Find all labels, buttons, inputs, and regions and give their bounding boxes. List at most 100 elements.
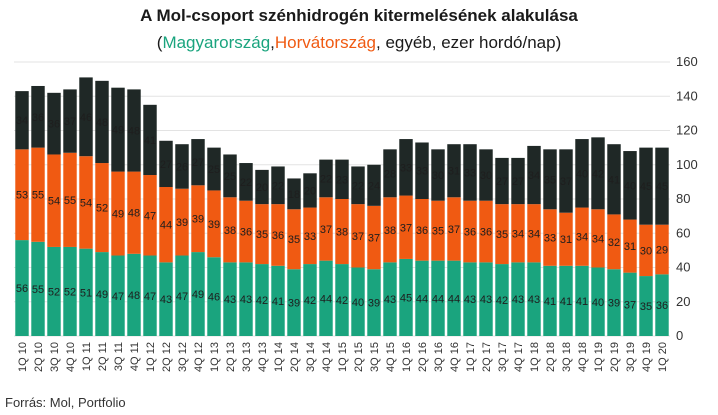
bar-segment-croatia [143, 175, 157, 256]
bar-segment-other [271, 166, 285, 205]
bar-segment-hungary [79, 248, 93, 336]
data-label-hungary: 52 [64, 286, 76, 298]
data-label-other: 20 [256, 182, 268, 194]
x-tick-label: 3Q 16 [433, 342, 445, 372]
bar-segment-hungary [447, 260, 461, 336]
chart-subtitle: (Magyarország,Horvátország, egyéb, ezer … [0, 33, 718, 53]
bar-segment-hungary [431, 260, 445, 336]
data-label-hungary: 43 [512, 294, 524, 306]
data-label-other: 37 [64, 116, 76, 128]
bar-segment-hungary [575, 265, 589, 336]
bar-segment-hungary [319, 260, 333, 336]
bar-segment-croatia [111, 171, 125, 256]
data-label-hungary: 36 [656, 300, 668, 312]
x-tick-label: 4Q 17 [513, 342, 525, 372]
data-label-other: 45 [656, 181, 668, 193]
bar-segment-croatia [47, 154, 61, 247]
data-label-other: 24 [368, 180, 380, 192]
x-tick-label: 1Q 10 [17, 342, 29, 372]
legend-croatia: Horvátország [274, 33, 376, 52]
x-tick-label: 1Q 19 [593, 342, 605, 372]
x-tick-label: 4Q 18 [577, 342, 589, 372]
data-label-hungary: 41 [576, 296, 588, 308]
bar-segment-hungary [399, 258, 413, 336]
bar-segment-other [47, 92, 61, 155]
x-axis: 1Q 10 2Q 10 3Q 10 4Q 10 1Q 11 2Q 11 3Q 11 4Q 11… [17, 342, 669, 372]
bar-segment-hungary [63, 246, 77, 336]
bar-segment-hungary [95, 252, 109, 336]
bar-segment-hungary [239, 262, 253, 336]
bar-segment-hungary [127, 253, 141, 336]
y-tick-label: 80 [676, 191, 690, 206]
bar-segment-hungary [207, 257, 221, 336]
data-label-croatia: 54 [48, 196, 60, 208]
bar-segment-hungary [655, 274, 669, 336]
y-tick-label: 140 [676, 88, 698, 103]
data-label-other: 28 [384, 168, 396, 180]
data-label-other: 27 [496, 176, 508, 188]
bar-segment-other [175, 144, 189, 189]
data-label-croatia: 29 [656, 245, 668, 257]
bar-segment-hungary [351, 267, 365, 336]
data-label-hungary: 35 [640, 301, 652, 313]
bar-segment-other [399, 139, 413, 196]
data-label-croatia: 39 [176, 217, 188, 229]
data-label-hungary: 42 [336, 295, 348, 307]
data-label-croatia: 52 [96, 203, 108, 215]
y-tick-label: 40 [676, 260, 690, 275]
data-label-croatia: 36 [240, 227, 252, 239]
x-tick-label: 2Q 15 [353, 342, 365, 372]
bar-segment-croatia [399, 195, 413, 259]
data-label-hungary: 40 [592, 297, 604, 309]
legend-hungary: Magyarország [162, 33, 271, 52]
x-tick-label: 4Q 11 [129, 342, 141, 371]
bar-segment-other [575, 139, 589, 208]
data-label-other: 30 [480, 170, 492, 182]
bar-segment-croatia [79, 156, 93, 249]
data-label-hungary: 45 [400, 292, 412, 304]
data-label-croatia: 54 [80, 197, 92, 209]
bar-segment-other [655, 147, 669, 225]
bar-segment-other [431, 149, 445, 201]
bar-segment-croatia [511, 204, 525, 263]
x-tick-label: 2Q 16 [417, 342, 429, 372]
x-tick-label: 2Q 10 [33, 342, 45, 372]
bar-segment-hungary [191, 252, 205, 336]
data-label-croatia: 37 [368, 233, 380, 245]
data-label-hungary: 44 [416, 293, 428, 305]
data-label-hungary: 44 [320, 293, 332, 305]
data-label-hungary: 39 [608, 298, 620, 310]
data-label-other: 42 [592, 168, 604, 180]
data-label-other: 18 [288, 189, 300, 201]
bar-segment-other [191, 139, 205, 186]
bar-segment-other [15, 91, 29, 150]
bar-segment-hungary [607, 269, 621, 336]
bar-segment-other [95, 80, 109, 164]
bar-segment-hungary [495, 264, 509, 336]
x-tick-label: 1Q 18 [529, 342, 541, 372]
bar-segment-hungary [463, 262, 477, 336]
data-label-croatia: 35 [496, 229, 508, 241]
bar-segment-hungary [591, 267, 605, 336]
subtitle-rest: , egyéb, ezer hordó/nap) [376, 33, 562, 52]
x-tick-label: 3Q 14 [305, 342, 317, 372]
bar-segment-other [639, 147, 653, 225]
data-label-hungary: 42 [304, 295, 316, 307]
data-label-hungary: 41 [272, 296, 284, 308]
data-label-other: 25 [224, 171, 236, 183]
x-tick-label: 2Q 11 [97, 342, 109, 371]
data-label-hungary: 52 [48, 286, 60, 298]
data-label-other: 26 [176, 161, 188, 173]
bar-segment-other [527, 145, 541, 205]
data-label-croatia: 34 [528, 228, 540, 240]
bar-segment-hungary [415, 260, 429, 336]
data-label-other: 48 [128, 126, 140, 138]
x-tick-label: 1Q 15 [337, 342, 349, 372]
data-label-croatia: 38 [384, 225, 396, 237]
bar-segment-hungary [527, 262, 541, 336]
data-label-other: 31 [448, 166, 460, 178]
x-tick-label: 3Q 11 [113, 342, 125, 371]
x-tick-label: 1Q 14 [273, 342, 285, 372]
bar-segment-croatia [319, 197, 333, 261]
bar-segment-croatia [447, 197, 461, 261]
